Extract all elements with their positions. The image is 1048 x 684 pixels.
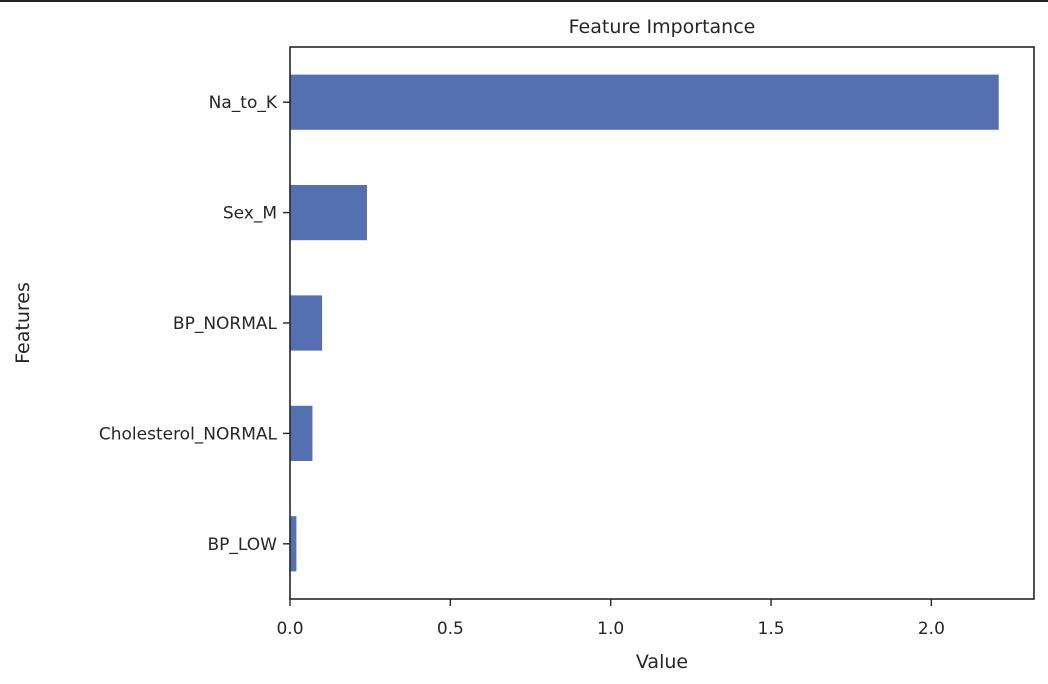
bars-group — [290, 74, 999, 572]
x-tick-label: 0.0 — [276, 619, 303, 639]
bar-na-to-k — [290, 74, 999, 130]
plot-frame — [289, 46, 1035, 600]
x-tick-label: 0.5 — [437, 619, 464, 639]
y-tick-label-sex-m: Sex_M — [223, 204, 277, 224]
y-tick-label-cholesterol-normal: Cholesterol_NORMAL — [99, 424, 278, 444]
y-axis-label: Features — [12, 282, 34, 364]
bar-sex-m — [290, 185, 367, 241]
x-tick-label: 1.5 — [758, 619, 785, 639]
x-tick-label: 1.0 — [597, 619, 624, 639]
bar-bp-low — [290, 516, 297, 572]
y-tick-label-na-to-k: Na_to_K — [209, 93, 278, 113]
bar-cholesterol-normal — [290, 405, 313, 461]
x-tick-label: 2.0 — [918, 619, 945, 639]
y-tick-label-bp-low: BP_LOW — [208, 535, 278, 555]
y-tick-label-bp-normal: BP_NORMAL — [173, 314, 278, 334]
chart-title: Feature Importance — [569, 16, 756, 38]
x-axis-ticks: 0.0 0.5 1.0 1.5 2.0 — [276, 599, 945, 639]
top-border-line — [0, 0, 1048, 2]
x-axis-label: Value — [636, 651, 688, 673]
bar-bp-normal — [290, 295, 323, 351]
y-axis-ticks: Na_to_K Sex_M BP_NORMAL Cholesterol_NORMAL B… — [99, 93, 290, 555]
